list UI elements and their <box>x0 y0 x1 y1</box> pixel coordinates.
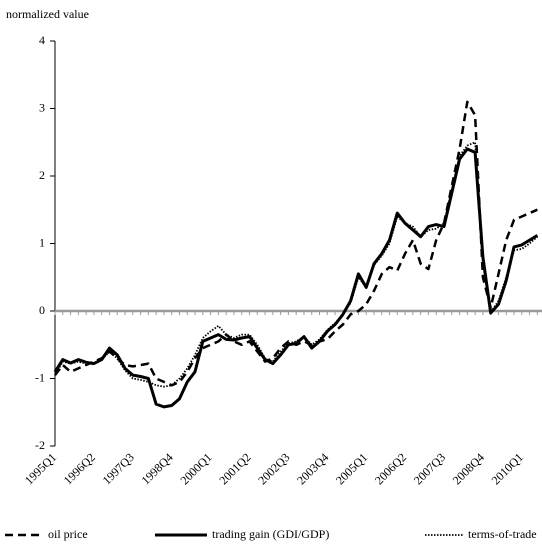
x-tick-label: 2000Q1 <box>177 450 214 487</box>
x-tick-label: 2010Q1 <box>489 450 526 487</box>
x-tick-label: 2005Q1 <box>333 450 370 487</box>
x-tick-label: 2002Q3 <box>255 450 292 487</box>
y-tick-label: 2 <box>39 168 45 182</box>
legend-label: terms-of-trade <box>468 527 537 541</box>
series-line <box>53 147 539 409</box>
x-tick-label: 2006Q2 <box>372 450 409 487</box>
series-line <box>54 141 538 388</box>
y-tick-label: -2 <box>35 438 45 452</box>
x-tick-label: 1997Q3 <box>100 450 137 487</box>
x-tick-label: 1996Q2 <box>61 450 98 487</box>
x-tick-label: 1995Q1 <box>22 450 59 487</box>
y-tick-label: -1 <box>35 370 45 384</box>
legend-label: oil price <box>48 527 88 541</box>
y-tick-label: 1 <box>39 235 45 249</box>
y-tick-label: 3 <box>39 100 45 114</box>
chart-title: normalized value <box>6 7 89 21</box>
legend-label: trading gain (GDI/GDP) <box>212 527 329 541</box>
x-tick-label: 1998Q4 <box>139 450 176 487</box>
y-tick-label: 4 <box>39 33 45 47</box>
x-tick-label: 2007Q3 <box>411 450 448 487</box>
x-tick-label: 2001Q2 <box>216 450 253 487</box>
x-tick-label: 2003Q4 <box>294 450 331 487</box>
y-tick-label: 0 <box>39 303 45 317</box>
x-tick-label: 2008Q4 <box>450 450 487 487</box>
